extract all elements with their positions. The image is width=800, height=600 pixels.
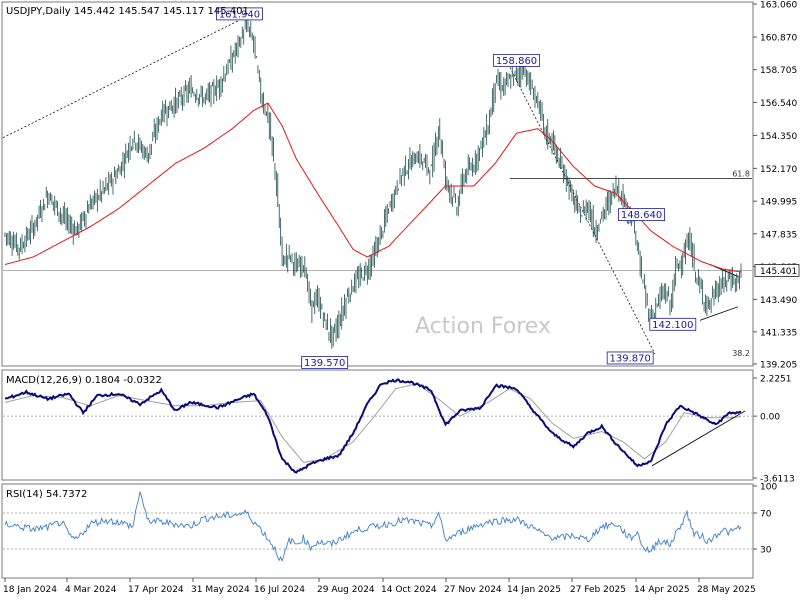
x-tick-label: 14 Jan 2025 <box>507 585 561 595</box>
price-annotation: 139.870 <box>609 353 650 364</box>
price-tick-label: 156.540 <box>760 99 797 109</box>
price-tick-label: 141.335 <box>760 328 797 338</box>
fib-label: 38.2 <box>732 349 750 358</box>
triangle-lower-line <box>699 306 739 321</box>
macd-tick-label: 0.00 <box>760 413 780 423</box>
rsi-tick-label: 70 <box>760 510 772 520</box>
price-annotation-box <box>606 351 654 365</box>
x-tick-label: 31 May 2024 <box>191 585 250 595</box>
macd-tick-label: -3.6113 <box>760 475 795 485</box>
price-header: USDJPY,Daily 145.442 145.547 145.117 145… <box>6 6 249 17</box>
current-price-tag <box>754 264 800 277</box>
price-tick-label: 143.490 <box>760 296 797 306</box>
dotted-trendline-2 <box>509 67 656 355</box>
price-tick-label: 154.350 <box>760 132 797 142</box>
rsi-tick-label: 30 <box>760 546 772 556</box>
macd-header: MACD(12,26,9) 0.1804 -0.0322 <box>6 375 162 386</box>
x-tick-label: 18 Jan 2024 <box>3 585 57 595</box>
x-tick-label: 14 Apr 2025 <box>634 585 690 595</box>
fib-label: 61.8 <box>732 169 750 178</box>
price-panel <box>1 1 754 367</box>
x-tick-label: 4 Mar 2024 <box>65 585 117 595</box>
rsi-tick-label: 100 <box>760 483 777 493</box>
price-tick-label: 147.835 <box>760 230 797 240</box>
x-tick-label: 28 May 2025 <box>697 585 756 595</box>
price-annotation-box <box>618 208 665 222</box>
price-annotation: 148.640 <box>621 210 662 221</box>
x-tick-label: 16 Jul 2024 <box>254 585 305 595</box>
x-tick-label: 29 Aug 2024 <box>317 585 375 595</box>
price-tick-label: 152.170 <box>760 165 797 175</box>
price-annotation-box <box>493 53 540 67</box>
macd-tick-label: 2.2251 <box>760 375 792 385</box>
price-annotation: 158.860 <box>496 56 537 67</box>
moving-average-line <box>4 102 742 273</box>
macd-trendline <box>651 410 746 467</box>
rsi-header: RSI(14) 54.7372 <box>6 489 87 500</box>
x-tick-label: 17 Apr 2024 <box>128 585 184 595</box>
price-annotation-box <box>649 317 697 331</box>
price-annotation: 139.570 <box>304 358 345 369</box>
rsi-panel <box>1 483 754 579</box>
price-annotation-box <box>216 7 263 21</box>
x-tick-label: 27 Feb 2025 <box>570 585 626 595</box>
price-annotation: 161.940 <box>219 9 260 20</box>
price-tick-label: 149.995 <box>760 198 797 208</box>
price-tick-label: 158.705 <box>760 66 797 76</box>
macd-panel <box>1 369 754 481</box>
price-tick-label: 160.870 <box>760 34 797 44</box>
macd-line <box>4 378 742 474</box>
price-tick-label: 163.060 <box>760 1 797 11</box>
rsi-line <box>4 491 742 562</box>
x-tick-label: 14 Oct 2024 <box>381 585 437 595</box>
price-annotation: 142.100 <box>652 320 693 331</box>
watermark: Action Forex <box>415 314 551 339</box>
price-annotation-box <box>301 356 349 369</box>
x-tick-label: 27 Nov 2024 <box>444 585 502 595</box>
price-tick-label: 139.205 <box>760 361 797 371</box>
current-price-label: 145.401 <box>760 267 797 277</box>
